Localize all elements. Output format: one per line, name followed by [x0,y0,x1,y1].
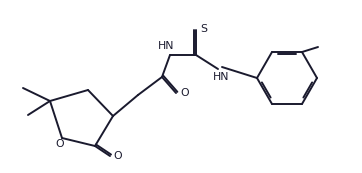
Text: HN: HN [158,41,174,51]
Text: O: O [56,139,64,149]
Text: S: S [201,24,207,34]
Text: HN: HN [213,72,229,82]
Text: O: O [114,151,122,161]
Text: O: O [181,88,189,98]
